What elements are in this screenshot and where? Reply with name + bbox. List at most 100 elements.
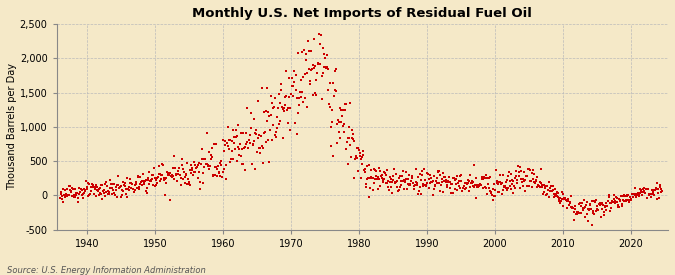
Point	[520, 174, 531, 178]
Point	[294, 103, 305, 107]
Point	[512, 164, 523, 168]
Point	[520, 177, 531, 182]
Point	[172, 179, 183, 183]
Point	[649, 188, 660, 192]
Point	[596, 202, 607, 206]
Point	[475, 183, 486, 187]
Point	[614, 198, 625, 202]
Point	[218, 149, 229, 153]
Point	[74, 190, 85, 195]
Point	[317, 74, 327, 79]
Point	[126, 186, 136, 191]
Point	[414, 184, 425, 189]
Point	[642, 196, 653, 200]
Point	[84, 182, 95, 187]
Point	[323, 67, 333, 71]
Point	[388, 174, 399, 178]
Point	[362, 176, 373, 181]
Point	[200, 157, 211, 161]
Point	[404, 183, 414, 187]
Point	[399, 178, 410, 182]
Point	[246, 162, 257, 166]
Point	[298, 99, 309, 104]
Point	[632, 193, 643, 197]
Point	[394, 174, 405, 178]
Point	[267, 122, 278, 127]
Point	[342, 139, 352, 144]
Point	[375, 174, 386, 179]
Point	[557, 196, 568, 201]
Point	[524, 178, 535, 183]
Point	[224, 138, 235, 142]
Point	[534, 180, 545, 184]
Point	[484, 186, 495, 190]
Point	[511, 174, 522, 178]
Point	[280, 103, 291, 107]
Point	[96, 192, 107, 197]
Point	[516, 169, 526, 173]
Point	[189, 170, 200, 175]
Point	[254, 145, 265, 150]
Point	[213, 171, 224, 175]
Point	[242, 145, 253, 150]
Point	[219, 143, 230, 148]
Point	[132, 186, 142, 191]
Point	[262, 86, 273, 90]
Point	[429, 183, 440, 188]
Point	[481, 186, 491, 190]
Point	[166, 173, 177, 177]
Point	[369, 167, 379, 172]
Point	[435, 189, 446, 193]
Point	[444, 180, 455, 185]
Point	[618, 194, 628, 198]
Point	[59, 193, 70, 198]
Point	[99, 194, 110, 199]
Point	[533, 184, 544, 188]
Point	[568, 209, 579, 214]
Point	[495, 182, 506, 186]
Point	[433, 169, 443, 174]
Point	[354, 153, 365, 158]
Point	[188, 172, 198, 177]
Point	[656, 187, 667, 192]
Point	[537, 192, 548, 196]
Point	[516, 177, 526, 181]
Point	[360, 166, 371, 171]
Point	[173, 166, 184, 170]
Point	[529, 179, 540, 184]
Point	[242, 140, 252, 144]
Point	[654, 185, 665, 189]
Point	[344, 125, 354, 130]
Point	[130, 183, 140, 187]
Point	[608, 200, 618, 204]
Point	[88, 191, 99, 196]
Point	[178, 177, 189, 181]
Point	[500, 183, 510, 188]
Point	[427, 180, 437, 184]
Point	[142, 178, 153, 182]
Point	[336, 120, 347, 124]
Point	[385, 180, 396, 184]
Point	[607, 198, 618, 203]
Point	[464, 189, 475, 193]
Point	[389, 181, 400, 185]
Point	[493, 180, 504, 185]
Point	[225, 157, 236, 162]
Point	[307, 93, 318, 97]
Point	[263, 110, 274, 115]
Point	[342, 162, 353, 166]
Point	[568, 218, 579, 222]
Point	[539, 189, 549, 194]
Point	[182, 182, 193, 186]
Point	[474, 184, 485, 188]
Point	[619, 199, 630, 203]
Point	[254, 145, 265, 150]
Point	[184, 168, 195, 172]
Point	[115, 194, 126, 199]
Point	[614, 197, 624, 202]
Point	[144, 179, 155, 183]
Point	[591, 198, 601, 202]
Point	[100, 182, 111, 186]
Point	[530, 181, 541, 186]
Point	[358, 149, 369, 153]
